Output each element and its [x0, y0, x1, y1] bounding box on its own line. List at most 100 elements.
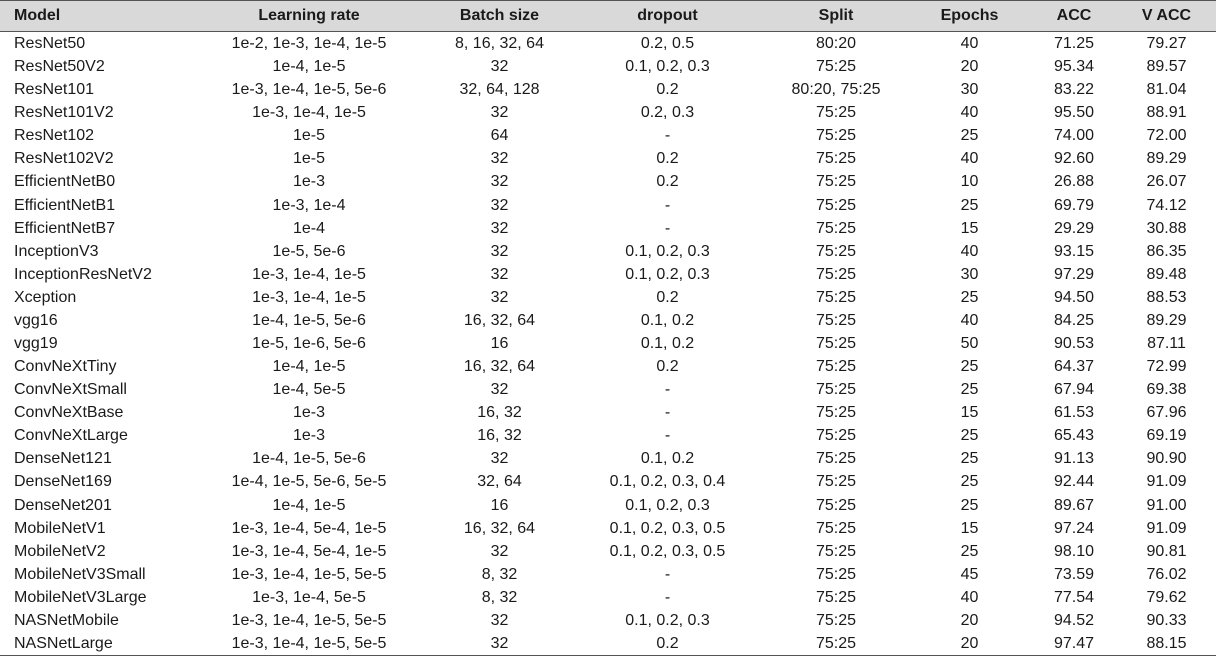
cell-split: 75:25	[815, 634, 857, 652]
cell-model: InceptionResNetV2	[14, 265, 152, 283]
cell-dropout: 0.1, 0.2, 0.3, 0.5	[609, 519, 726, 537]
cell-dropout: -	[664, 588, 671, 606]
cell-acc: 29.29	[1053, 219, 1095, 237]
cell-epochs: 40	[960, 588, 979, 606]
cell-split: 75:25	[815, 358, 857, 376]
cell-split: 75:25	[815, 242, 857, 260]
cell-dropout: -	[664, 196, 671, 214]
cell-learning-rate: 1e-3, 1e-4, 1e-5	[252, 265, 366, 283]
cell-batch-size: 32	[490, 265, 509, 283]
cell-learning-rate: 1e-2, 1e-3, 1e-4, 1e-5	[231, 35, 387, 52]
header-epochs: Epochs	[940, 7, 999, 24]
cell-v-acc: 79.27	[1146, 35, 1187, 52]
cell-v-acc: 89.29	[1146, 311, 1187, 329]
cell-dropout: 0.1, 0.2	[640, 450, 695, 468]
table-row: DenseNet121 1e-4, 1e-5, 5e-6 32 0.1, 0.2 75:…	[0, 447, 1216, 470]
cell-v-acc: 88.91	[1146, 104, 1187, 122]
cell-model: vgg16	[14, 311, 58, 329]
cell-batch-size: 16	[490, 496, 509, 514]
cell-epochs: 25	[960, 381, 979, 399]
cell-epochs: 40	[960, 311, 979, 329]
cell-learning-rate: 1e-4, 1e-5, 5e-6	[252, 311, 366, 329]
cell-v-acc: 72.99	[1146, 358, 1187, 376]
cell-batch-size: 32	[490, 58, 509, 76]
table-row: ResNet50V2 1e-4, 1e-5 32 0.1, 0.2, 0.3 75:25…	[0, 55, 1216, 78]
cell-dropout: 0.2	[656, 150, 679, 168]
cell-acc: 61.53	[1053, 404, 1095, 422]
cell-dropout: -	[664, 565, 671, 583]
cell-v-acc: 72.00	[1146, 127, 1187, 145]
cell-batch-size: 32	[490, 196, 509, 214]
cell-model: NASNetMobile	[14, 611, 119, 629]
cell-epochs: 40	[960, 35, 979, 52]
cell-epochs: 40	[960, 104, 979, 122]
cell-batch-size: 32	[490, 381, 509, 399]
cell-model: ConvNeXtTiny	[14, 358, 117, 376]
cell-acc: 93.15	[1053, 242, 1095, 260]
table-row: InceptionResNetV2 1e-3, 1e-4, 1e-5 32 0.1, …	[0, 263, 1216, 286]
cell-model: InceptionV3	[14, 242, 99, 260]
table-row: NASNetMobile 1e-3, 1e-4, 1e-5, 5e-5 32 0.1,…	[0, 609, 1216, 632]
table-row: ConvNeXtLarge 1e-3 16, 32 - 75:25 25 65.43 69.1…	[0, 424, 1216, 447]
cell-split: 75:25	[815, 104, 857, 122]
header-row: Model Learning rate Batch size dropout S…	[0, 0, 1216, 32]
table-row: NASNetLarge 1e-3, 1e-4, 1e-5, 5e-5 32 0.2 75…	[0, 632, 1216, 656]
header-acc: ACC	[1056, 7, 1092, 24]
cell-learning-rate: 1e-3	[292, 404, 326, 422]
cell-epochs: 25	[960, 542, 979, 560]
cell-learning-rate: 1e-3, 1e-4, 1e-5	[252, 288, 366, 306]
cell-epochs: 25	[960, 473, 979, 491]
cell-model: MobileNetV2	[14, 542, 106, 560]
cell-v-acc: 86.35	[1146, 242, 1187, 260]
cell-acc: 73.59	[1053, 565, 1095, 583]
cell-model: ResNet102V2	[14, 150, 114, 168]
cell-model: ResNet50V2	[14, 58, 105, 76]
cell-dropout: -	[664, 427, 671, 445]
cell-batch-size: 32	[490, 450, 509, 468]
cell-acc: 67.94	[1053, 381, 1095, 399]
cell-acc: 90.53	[1053, 334, 1095, 352]
cell-model: ResNet101	[14, 81, 95, 99]
cell-learning-rate: 1e-3, 1e-4, 5e-4, 1e-5	[231, 519, 387, 537]
cell-learning-rate: 1e-3, 1e-4, 5e-5	[252, 588, 366, 606]
cell-epochs: 20	[960, 634, 979, 652]
cell-epochs: 25	[960, 288, 979, 306]
cell-dropout: 0.2	[656, 173, 679, 191]
cell-v-acc: 76.02	[1146, 565, 1187, 583]
cell-v-acc: 30.88	[1146, 219, 1187, 237]
cell-batch-size: 64	[490, 127, 509, 145]
cell-batch-size: 32	[490, 104, 509, 122]
table-row: ResNet101V2 1e-3, 1e-4, 1e-5 32 0.2, 0.3 75:…	[0, 101, 1216, 124]
cell-learning-rate: 1e-5, 5e-6	[272, 242, 346, 260]
cell-batch-size: 8, 32	[481, 588, 518, 606]
cell-model: NASNetLarge	[14, 634, 113, 652]
cell-split: 75:25	[815, 311, 857, 329]
cell-v-acc: 79.62	[1146, 588, 1187, 606]
cell-learning-rate: 1e-3, 1e-4	[272, 196, 346, 214]
cell-v-acc: 88.53	[1146, 288, 1187, 306]
cell-split: 75:25	[815, 519, 857, 537]
cell-dropout: 0.2, 0.3	[640, 104, 695, 122]
cell-split: 75:25	[815, 496, 857, 514]
cell-epochs: 40	[960, 150, 979, 168]
cell-split: 75:25	[815, 404, 857, 422]
cell-learning-rate: 1e-3, 1e-4, 1e-5, 5e-5	[231, 611, 387, 629]
cell-acc: 95.34	[1053, 58, 1095, 76]
cell-batch-size: 16	[490, 334, 509, 352]
cell-model: ResNet102	[14, 127, 95, 145]
table-row: vgg16 1e-4, 1e-5, 5e-6 16, 32, 64 0.1, 0.2 7…	[0, 309, 1216, 332]
cell-epochs: 20	[960, 611, 979, 629]
cell-learning-rate: 1e-3, 1e-4, 5e-4, 1e-5	[231, 542, 387, 560]
cell-learning-rate: 1e-4, 1e-5	[272, 358, 346, 376]
cell-v-acc: 89.57	[1146, 58, 1187, 76]
cell-split: 75:25	[815, 565, 857, 583]
cell-epochs: 15	[960, 519, 979, 537]
cell-learning-rate: 1e-4, 1e-5	[272, 496, 346, 514]
cell-split: 75:25	[815, 173, 857, 191]
cell-split: 75:25	[815, 58, 857, 76]
table-row: ResNet50 1e-2, 1e-3, 1e-4, 1e-5 8, 16, 32,…	[0, 32, 1216, 56]
cell-acc: 97.47	[1053, 634, 1095, 652]
cell-model: ConvNeXtBase	[14, 404, 124, 422]
cell-batch-size: 16, 32, 64	[463, 311, 536, 329]
